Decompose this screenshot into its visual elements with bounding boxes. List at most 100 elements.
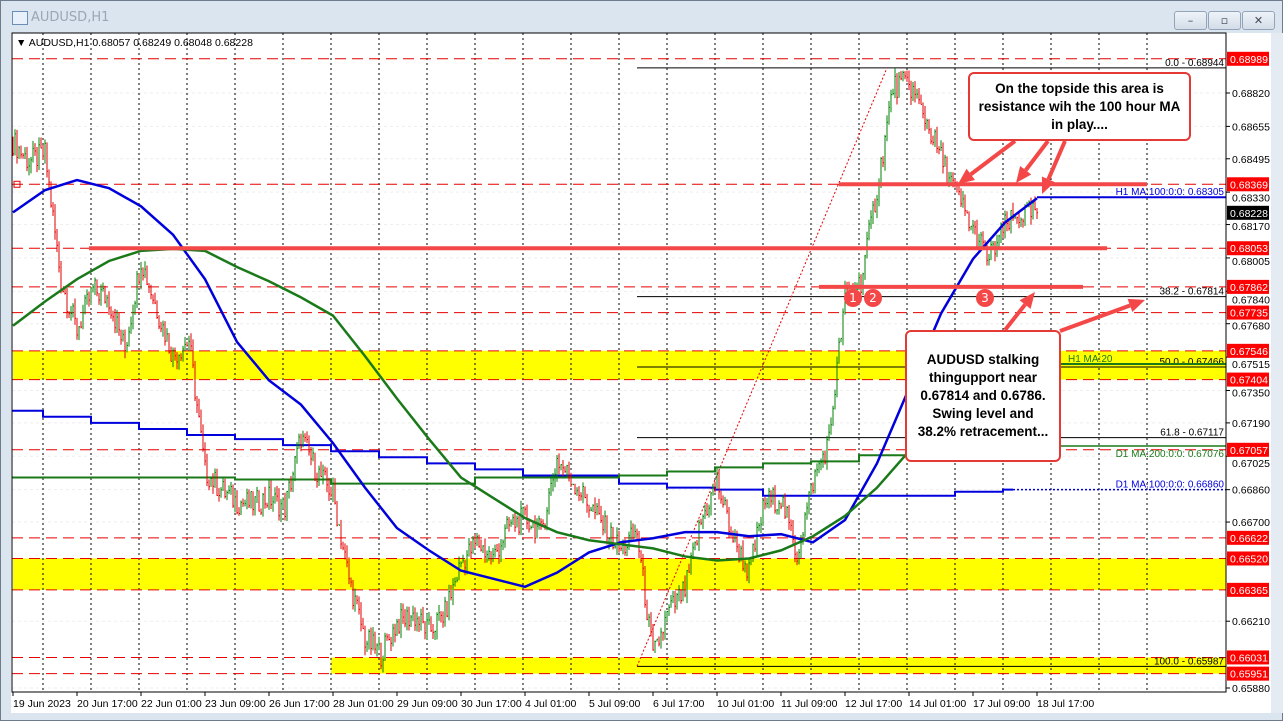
price-bar xyxy=(966,210,968,214)
price-level-tag xyxy=(1227,372,1269,387)
price-bar xyxy=(402,603,404,624)
price-bar xyxy=(466,550,468,575)
price-bar xyxy=(166,328,168,342)
price-bar xyxy=(514,511,516,532)
price-bar xyxy=(302,430,304,448)
price-bar xyxy=(830,417,832,435)
price-bar xyxy=(806,502,808,520)
level-touch-badge xyxy=(844,289,862,307)
price-bar xyxy=(336,500,338,527)
title-bar[interactable]: AUDUSD,H1 – ▫ ✕ xyxy=(1,1,1283,34)
price-bar xyxy=(98,292,100,305)
y-tick-label: 0.68170 xyxy=(1232,221,1270,233)
symbol-ohlc: AUDUSD,H1 0.68057 0.68249 0.68048 0.6822… xyxy=(28,37,253,49)
price-bar xyxy=(548,487,550,515)
price-bar xyxy=(228,485,230,495)
y-tick-label: 0.67190 xyxy=(1232,418,1270,430)
price-bar xyxy=(180,353,182,361)
price-bar xyxy=(142,267,144,281)
price-bar xyxy=(236,490,238,515)
price-bar xyxy=(928,119,930,134)
price-bar xyxy=(350,577,352,588)
price-bar xyxy=(72,303,74,318)
price-bar xyxy=(30,156,32,174)
price-bar xyxy=(584,486,586,499)
price-bar xyxy=(518,516,520,536)
price-bar xyxy=(790,519,792,531)
price-bar xyxy=(500,538,502,563)
price-bar xyxy=(456,576,458,583)
price-bar xyxy=(468,538,470,557)
price-bar xyxy=(822,450,824,468)
price-bar xyxy=(190,333,192,351)
price-bar xyxy=(764,497,766,510)
price-bar xyxy=(212,473,214,494)
price-bar xyxy=(288,479,290,499)
price-bar xyxy=(444,596,446,627)
d1-moving-average-line xyxy=(12,409,1013,497)
price-bar xyxy=(340,519,342,550)
price-bar xyxy=(194,361,196,401)
price-bar xyxy=(82,304,84,330)
price-bar xyxy=(48,169,50,190)
price-bar xyxy=(768,487,770,509)
price-bar xyxy=(662,631,664,641)
price-bar xyxy=(354,588,356,612)
price-bar xyxy=(716,468,718,489)
price-bar xyxy=(262,493,264,517)
price-bar xyxy=(342,541,344,551)
current-price-tag xyxy=(1227,205,1269,220)
y-tick-label: 0.66210 xyxy=(1232,616,1270,628)
annotation-arrow xyxy=(1024,139,1050,172)
price-bar xyxy=(720,490,722,504)
level-anchor-marker xyxy=(13,180,21,188)
price-bar xyxy=(808,491,810,515)
price-bar xyxy=(1020,217,1022,228)
price-bar xyxy=(370,627,372,655)
price-bar xyxy=(834,389,836,410)
x-tick-label: 12 Jul 17:00 xyxy=(845,698,902,710)
annotation-arrow-head xyxy=(1041,176,1055,194)
price-bar xyxy=(22,153,24,159)
price-bar xyxy=(352,580,354,610)
annotation-arrow xyxy=(1059,303,1131,333)
price-level-tag-label: 0.67862 xyxy=(1230,282,1268,294)
price-bar xyxy=(902,70,904,82)
price-bar xyxy=(16,129,18,164)
minimize-button[interactable]: – xyxy=(1174,11,1207,30)
price-bar xyxy=(804,512,806,537)
close-button[interactable]: ✕ xyxy=(1242,11,1275,30)
price-bar xyxy=(934,129,936,147)
fib-level-label: 38.2 - 0.67814 xyxy=(1160,287,1225,298)
price-bar xyxy=(812,482,814,494)
price-bar xyxy=(606,515,608,545)
price-bar xyxy=(376,643,378,657)
price-bar xyxy=(324,466,326,476)
price-bar xyxy=(250,491,252,509)
price-bar xyxy=(938,146,940,155)
y-tick-label: 0.67350 xyxy=(1232,388,1270,400)
annotation-arrow-head xyxy=(1019,292,1035,309)
price-bar xyxy=(448,584,450,621)
annotation-arrow-head xyxy=(958,168,975,184)
price-level-tag-label: 0.67546 xyxy=(1230,346,1268,358)
price-bar xyxy=(380,642,382,670)
price-bar xyxy=(382,655,384,673)
price-bar xyxy=(926,118,928,130)
price-bar xyxy=(916,88,918,99)
annotation-arrow-head xyxy=(1127,298,1145,313)
price-bar xyxy=(452,578,454,606)
price-bar xyxy=(724,496,726,506)
price-bar xyxy=(968,211,970,232)
support-annotation: AUDUSD stalking thingupport near 0.67814… xyxy=(905,330,1061,462)
price-bar xyxy=(678,585,680,602)
maximize-button[interactable]: ▫ xyxy=(1208,11,1241,30)
price-bar xyxy=(420,608,422,631)
collapse-triangle-icon[interactable]: ▼ xyxy=(16,37,27,49)
price-bar xyxy=(924,106,926,131)
price-bar xyxy=(440,611,442,623)
price-bar xyxy=(516,515,518,528)
price-bar xyxy=(714,481,716,493)
price-bar xyxy=(184,336,186,351)
price-bar xyxy=(422,606,424,624)
